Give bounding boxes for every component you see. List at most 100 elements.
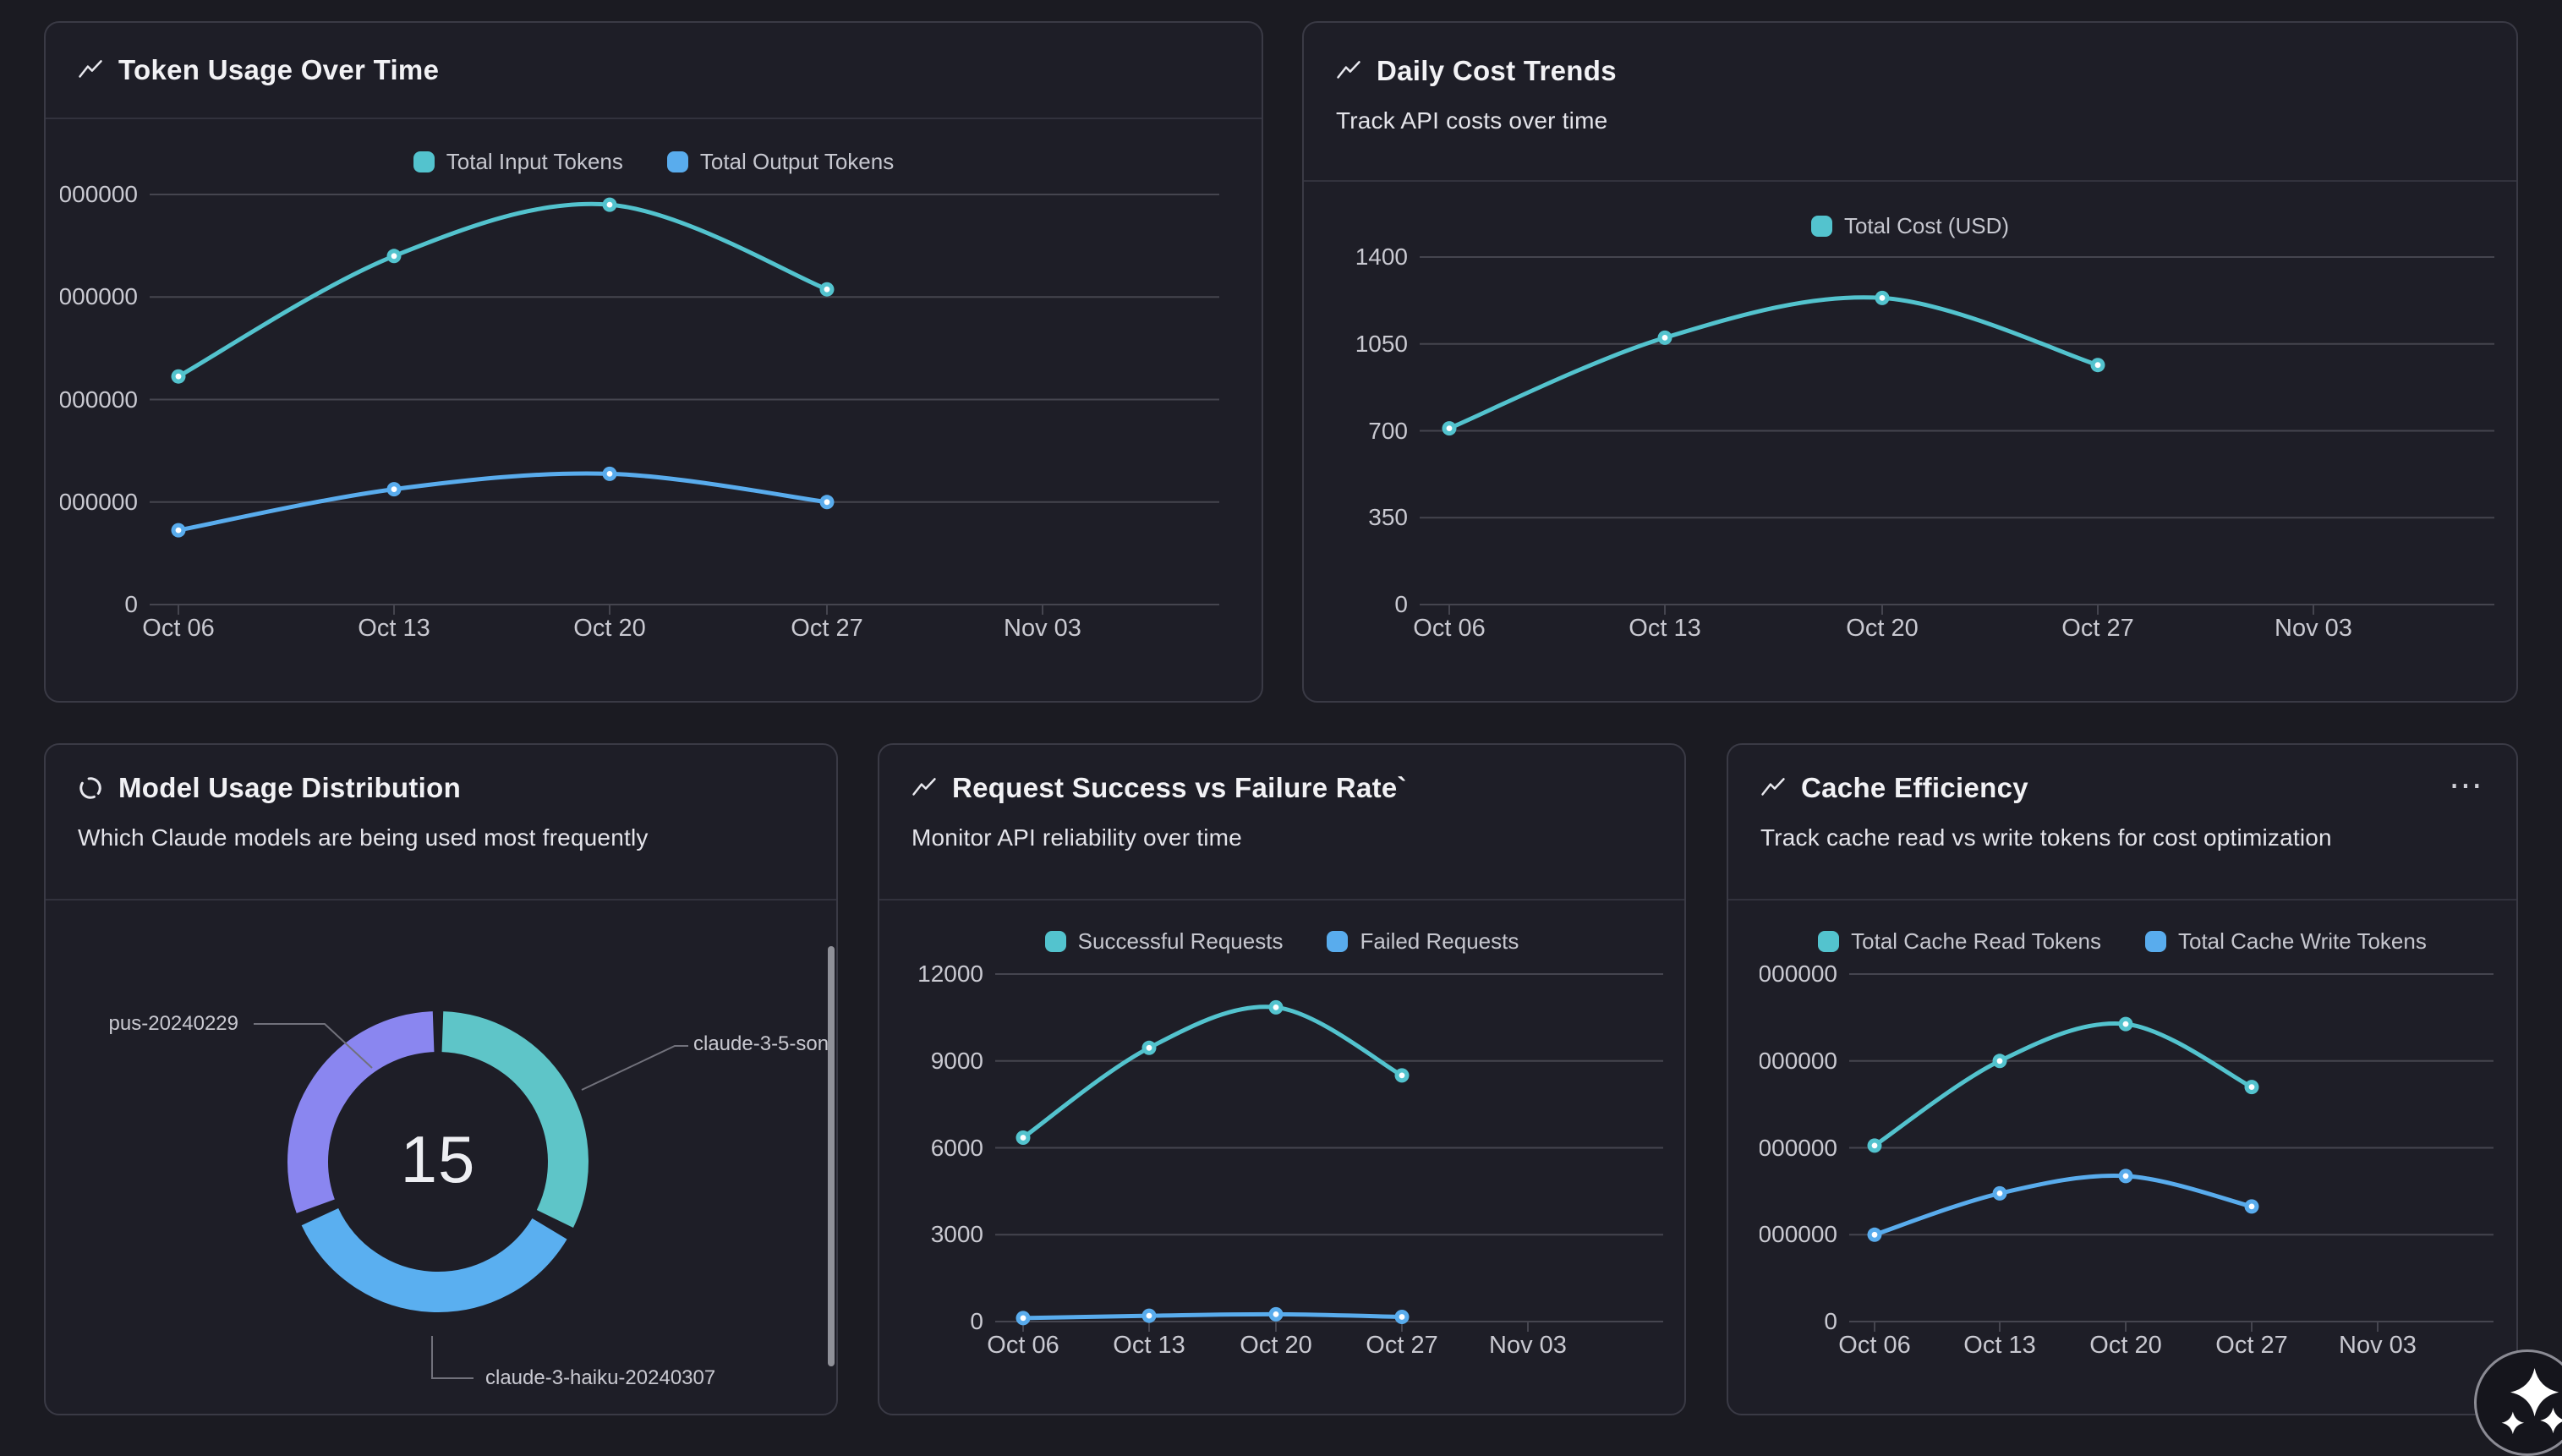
data-point-center — [1661, 335, 1668, 341]
line-chart-icon — [78, 57, 103, 83]
y-axis-label: 0 — [1824, 1308, 1837, 1334]
data-point-center — [2248, 1084, 2255, 1090]
x-axis-label: Oct 27 — [791, 615, 863, 642]
legend-item[interactable]: Successful Requests — [1044, 928, 1284, 955]
legend-swatch-icon — [2144, 931, 2166, 952]
data-point-center — [1146, 1312, 1152, 1319]
ellipsis-menu-icon[interactable]: ⋯ — [2449, 767, 2484, 804]
requests-plot — [995, 973, 1663, 1332]
y-axis-label: 700 — [1368, 417, 1408, 444]
chart-legend: Total Cache Read Tokens Total Cache Write… — [1728, 928, 2516, 955]
donut-plot — [254, 1011, 688, 1379]
data-point-center — [2094, 362, 2101, 369]
x-axis-label: Oct 27 — [2061, 615, 2134, 642]
y-axis-label: 12000 — [917, 961, 983, 987]
data-point-center — [1399, 1072, 1405, 1079]
vertical-scrollbar[interactable] — [828, 946, 835, 1366]
x-axis-label: Oct 06 — [1413, 615, 1486, 642]
legend-label: Total Cache Write Tokens — [2177, 928, 2427, 954]
cache-chart: Total Cache Read Tokens Total Cache Write… — [1728, 900, 2516, 1414]
donut-slice[interactable] — [301, 1207, 567, 1312]
data-point-center — [1871, 1231, 1878, 1238]
donut-center-value: 15 — [400, 1122, 476, 1196]
line-chart-icon — [1760, 775, 1786, 801]
legend-item[interactable]: Total Cache Read Tokens — [1818, 928, 2101, 955]
y-axis-label: 0 — [970, 1308, 983, 1334]
card-token-usage: Token Usage Over Time Total Input Tokens… — [44, 21, 1263, 703]
data-point-center — [824, 499, 830, 506]
legend-item[interactable]: Total Cost (USD) — [1810, 213, 2010, 239]
sparkles-icon — [2501, 1368, 2562, 1435]
donut-slice-label: claude-3-haiku-20240307 — [485, 1366, 716, 1389]
label-connector — [581, 1045, 688, 1091]
legend-item[interactable]: Total Input Tokens — [413, 149, 623, 175]
donut-slice-label: pus-20240229 — [108, 1012, 238, 1035]
requests-chart: Successful Requests Failed Requests 0 3000 6… — [879, 900, 1684, 1414]
y-axis-label: 1050 — [1355, 330, 1408, 357]
legend-swatch-icon — [1818, 931, 1840, 952]
donut-slice[interactable] — [441, 1011, 588, 1228]
legend-item[interactable]: Total Output Tokens — [666, 149, 895, 175]
x-axis-label: Oct 20 — [2089, 1332, 2162, 1359]
data-point-center — [1996, 1191, 2003, 1196]
data-point-center — [1273, 1311, 1279, 1317]
dashboard-page: { "theme": { "page_bg": "#1b1b22", "card… — [44, 21, 2562, 1456]
data-point-center — [1996, 1058, 2003, 1065]
card-title: Model Usage Distribution — [118, 772, 462, 803]
y-axis-label: 6000000 — [1760, 1047, 1837, 1074]
data-point-center — [1871, 1142, 1878, 1149]
line-chart-icon — [1336, 58, 1361, 84]
model-usage-donut: claude-3-5-son claude-3-haiku-20240307 pus… — [46, 900, 836, 1414]
donut-slice-label: claude-3-5-son — [693, 1032, 829, 1055]
x-axis-label: Oct 06 — [1838, 1332, 1911, 1359]
data-point-center — [606, 471, 613, 477]
y-axis-label: 4000000 — [60, 386, 138, 413]
legend-label: Total Cost (USD) — [1843, 213, 2010, 238]
label-connector — [431, 1336, 474, 1379]
line-series — [176, 471, 829, 533]
data-point-center — [1399, 1314, 1405, 1320]
y-axis-label: 350 — [1368, 504, 1408, 531]
data-point-center — [391, 486, 397, 492]
token_usage-plot — [150, 194, 1219, 615]
x-axis-label: Nov 03 — [2275, 615, 2352, 642]
data-point-center — [2122, 1021, 2129, 1027]
legend-label: Total Cache Read Tokens — [1851, 928, 2101, 954]
card-requests: Request Success vs Failure Rate` Monitor… — [878, 743, 1686, 1415]
y-axis-label: 6000 — [930, 1134, 983, 1161]
line-series — [1872, 1021, 2254, 1148]
y-axis-label: 2000000 — [60, 488, 138, 515]
line-series — [1872, 1174, 2254, 1237]
line-chart-icon — [911, 775, 937, 801]
line-series — [1447, 295, 2100, 431]
data-point-center — [1020, 1135, 1026, 1141]
data-point-center — [175, 373, 182, 380]
x-axis-label: Oct 13 — [358, 615, 430, 642]
data-point-center — [824, 286, 830, 293]
legend-item[interactable]: Total Cache Write Tokens — [2144, 928, 2427, 955]
chart-legend: Successful Requests Failed Requests — [879, 928, 1684, 955]
legend-label: Total Output Tokens — [699, 149, 895, 174]
card-subtitle: Which Claude models are being used most … — [78, 824, 649, 851]
data-point-center — [175, 527, 182, 534]
data-point-center — [1146, 1044, 1152, 1051]
ai-assistant-button[interactable] — [2474, 1349, 2562, 1456]
legend-label: Successful Requests — [1077, 928, 1284, 954]
x-axis-label: Oct 06 — [987, 1332, 1059, 1359]
x-axis-label: Oct 20 — [1846, 615, 1919, 642]
legend-swatch-icon — [666, 151, 688, 172]
data-point-center — [1446, 425, 1453, 431]
x-axis-label: Oct 13 — [1629, 615, 1701, 642]
line-series — [1021, 1311, 1404, 1321]
data-point-center — [1273, 1004, 1279, 1010]
donut-slice[interactable] — [287, 1011, 435, 1213]
legend-item[interactable]: Failed Requests — [1327, 928, 1519, 955]
cache-plot — [1849, 973, 2494, 1332]
x-axis-label: Oct 20 — [573, 615, 646, 642]
legend-swatch-icon — [1044, 931, 1066, 952]
y-axis-label: 6000000 — [60, 283, 138, 310]
x-axis-label: Nov 03 — [1489, 1332, 1567, 1359]
line-series — [1021, 1004, 1404, 1140]
x-axis-label: Oct 13 — [1963, 1332, 2036, 1359]
daily-cost-chart: Total Cost (USD) 0 350 700 1050 1400 Oct 06 Oct… — [1304, 182, 2516, 701]
